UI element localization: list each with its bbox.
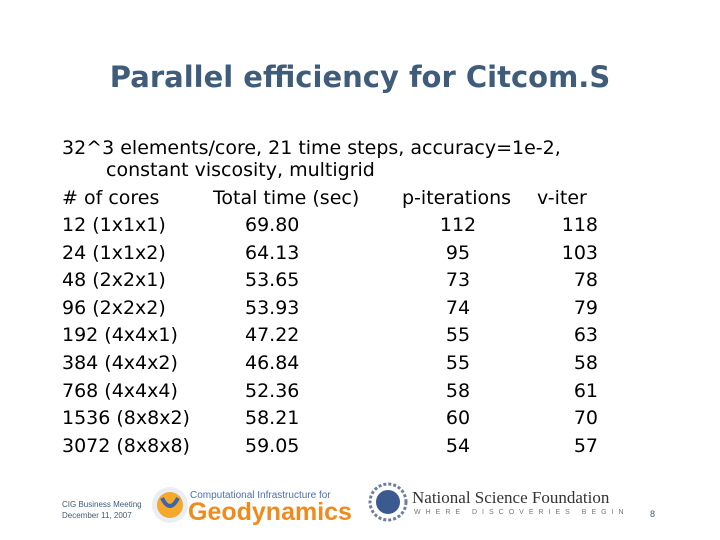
meeting-name: CIG Business Meeting (62, 500, 142, 509)
logo-globe (376, 490, 400, 514)
table-cell: 3072 (8x8x8) (62, 434, 190, 457)
table-cell: 57 (573, 434, 598, 457)
slide-title: Parallel efficiency for Citcom.S (109, 60, 611, 94)
table-cell: 12 (1x1x1) (62, 214, 166, 236)
table-cell: 70 (573, 407, 598, 430)
cig-logo-name: Geodynamics (188, 498, 352, 526)
table-cell: 46.84 (245, 352, 300, 374)
table-cell: 96 (2x2x2) (62, 296, 166, 319)
logo-swoosh (160, 497, 180, 508)
table-cell: 118 (561, 214, 598, 236)
table-cell: 384 (4x4x2) (62, 352, 178, 374)
table-cell: 54 (445, 434, 471, 457)
table-cell: 61 (573, 379, 598, 402)
meeting-date: December 11, 2007 (62, 511, 132, 520)
table-cell: 48 (2x2x1) (62, 269, 166, 292)
table-cell: 47.22 (245, 324, 300, 347)
header-cell: v-iter (537, 187, 587, 209)
table-cell: 79 (573, 296, 598, 319)
table-cell: 64.13 (245, 241, 300, 264)
table-cell: 95 (445, 241, 471, 264)
table-cell: 69.80 (245, 214, 300, 236)
header-cell: p-iterations (402, 187, 512, 209)
table-cell: 192 (4x4x1) (62, 324, 178, 347)
table-cell: 60 (445, 407, 471, 430)
nsf-logo-tagline: WHERE DISCOVERIES BEGIN (414, 509, 629, 516)
header-cell: # of cores (62, 187, 160, 209)
logo-ring (368, 482, 408, 522)
table-cell: 58.21 (245, 407, 300, 430)
cig-logo-icon (152, 487, 188, 523)
table-cell: 78 (573, 269, 598, 292)
description-line: constant viscosity, multigrid (106, 159, 375, 181)
table-cell: 58 (573, 352, 598, 374)
table-cell: 103 (561, 241, 598, 264)
table-cell: 55 (445, 324, 471, 347)
table-cell: 59.05 (245, 434, 300, 457)
table-cell: 63 (573, 324, 598, 347)
table-cell: 24 (1x1x2) (62, 241, 166, 264)
cig-logo-line: Computational Infrastructure for (190, 490, 331, 501)
table-cell: 53.65 (245, 269, 300, 292)
nsf-logo-name: National Science Foundation (412, 488, 610, 507)
nsf-logo-icon (368, 482, 408, 522)
table-cell: 1536 (8x8x2) (62, 407, 190, 430)
table-cell: 55 (445, 352, 471, 374)
table-cell: 74 (445, 296, 471, 319)
table-cell: 52.36 (245, 379, 300, 402)
table-cell: 768 (4x4x4) (62, 379, 178, 402)
description-line: 32^3 elements/core, 21 time steps, accur… (62, 137, 561, 159)
page-number: 8 (650, 509, 656, 519)
table-cell: 73 (445, 269, 471, 292)
table-cell: 112 (439, 214, 477, 236)
table-cell: 58 (445, 379, 471, 402)
table-cell: 53.93 (245, 296, 300, 319)
header-cell: Total time (sec) (213, 187, 360, 209)
